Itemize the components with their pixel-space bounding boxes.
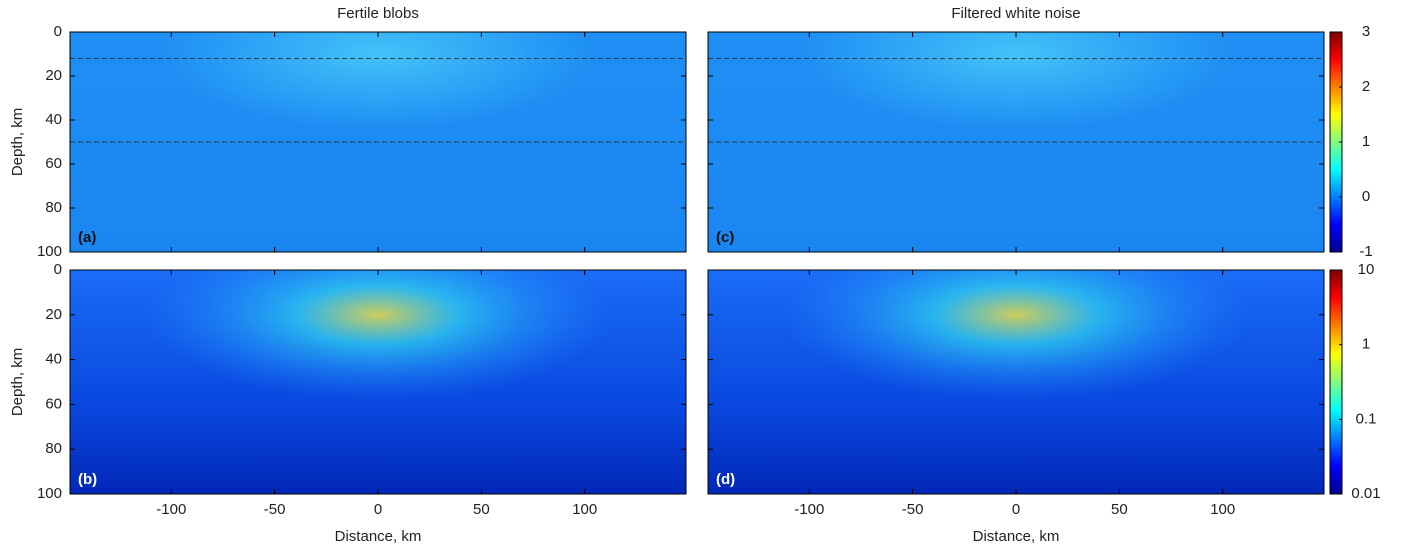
x-tick-label: 0 xyxy=(1012,501,1020,518)
colorbar-tick-label: -1 xyxy=(1359,243,1372,260)
y-tick-label: 40 xyxy=(45,351,62,368)
x-tick-label: -50 xyxy=(902,501,924,518)
y-axis-label: Depth, km xyxy=(9,348,26,416)
panel-label: (c) xyxy=(716,229,734,246)
panel-label: (a) xyxy=(78,229,96,246)
field-plume xyxy=(70,270,686,494)
x-tick-label: 100 xyxy=(1210,501,1235,518)
y-tick-label: 100 xyxy=(37,243,62,260)
panel-title: Fertile blobs xyxy=(337,5,419,22)
x-tick-label: 50 xyxy=(1111,501,1128,518)
colorbar-tick-label: 0 xyxy=(1362,188,1370,205)
x-tick-label: -100 xyxy=(794,501,824,518)
y-axis-label: Depth, km xyxy=(9,108,26,176)
colorbar-tick-label: 0.01 xyxy=(1351,485,1380,502)
colorbar xyxy=(1329,269,1343,495)
y-tick-label: 40 xyxy=(45,111,62,128)
x-axis-label: Distance, km xyxy=(335,528,422,545)
x-tick-label: 0 xyxy=(374,501,382,518)
x-tick-label: -100 xyxy=(156,501,186,518)
colorbar-tick-label: 2 xyxy=(1362,78,1370,95)
panel-title: Filtered white noise xyxy=(951,5,1080,22)
y-tick-label: 0 xyxy=(54,261,62,278)
colorbar-tick-label: 3 xyxy=(1362,23,1370,40)
panel-label: (b) xyxy=(78,471,97,488)
colorbar-tick-label: 0.1 xyxy=(1356,410,1377,427)
x-tick-label: -50 xyxy=(264,501,286,518)
x-tick-label: 50 xyxy=(473,501,490,518)
y-tick-label: 20 xyxy=(45,67,62,84)
colorbar-tick-label: 1 xyxy=(1362,133,1370,150)
y-tick-label: 60 xyxy=(45,155,62,172)
y-tick-label: 100 xyxy=(37,485,62,502)
field-plume xyxy=(708,270,1324,494)
y-tick-label: 60 xyxy=(45,395,62,412)
y-tick-label: 0 xyxy=(54,23,62,40)
y-tick-label: 20 xyxy=(45,306,62,323)
y-tick-label: 80 xyxy=(45,199,62,216)
panel-label: (d) xyxy=(716,471,735,488)
colorbar-tick-label: 10 xyxy=(1358,261,1375,278)
x-tick-label: 100 xyxy=(572,501,597,518)
y-tick-label: 80 xyxy=(45,440,62,457)
x-axis-label: Distance, km xyxy=(973,528,1060,545)
colorbar-tick-label: 1 xyxy=(1362,336,1370,353)
